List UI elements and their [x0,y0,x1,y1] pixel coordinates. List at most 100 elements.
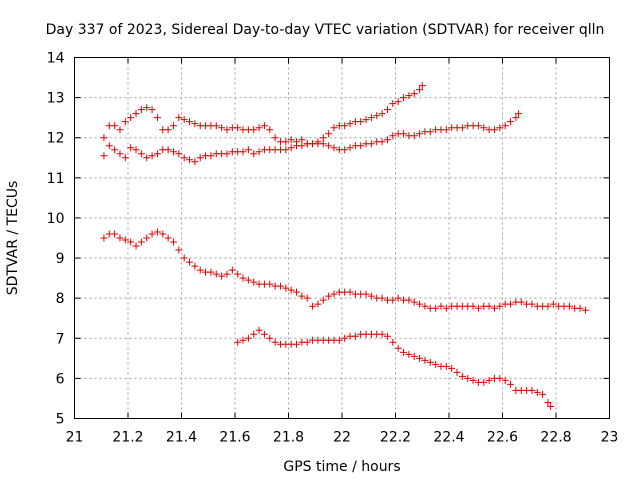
data-point [490,126,498,134]
data-point [191,120,199,128]
data-point [367,292,375,300]
data-point [212,122,220,130]
data-point [175,246,183,254]
y-tick-label: 14 [47,51,65,67]
x-tick-label: 23 [601,430,619,446]
series-track-mid [100,228,589,314]
data-point [378,110,386,118]
data-point [111,122,119,130]
data-point [319,296,327,304]
data-point [544,398,552,406]
data-point [341,334,349,342]
data-point [549,300,557,308]
x-tick-label: 21.2 [112,430,143,446]
data-point [405,350,413,358]
data-point [351,332,359,340]
data-point [389,338,397,346]
data-point [234,338,242,346]
data-point [244,334,252,342]
data-point [244,146,252,154]
data-point [250,126,258,134]
data-point [282,138,290,146]
data-point [105,142,113,150]
data-point [373,112,381,120]
data-point [474,304,482,312]
y-tick-label: 8 [56,291,65,307]
data-point [410,90,418,98]
data-point [239,274,247,282]
data-point [260,122,268,130]
data-point [490,304,498,312]
y-tick-label: 13 [47,91,65,107]
data-point [410,132,418,140]
data-point [389,100,397,108]
data-point [191,262,199,270]
data-point [314,300,322,308]
data-point [421,302,429,310]
data-point [512,114,520,122]
data-point [137,238,145,246]
data-point [266,126,274,134]
data-point [175,150,183,158]
data-point [132,146,140,154]
data-point [218,272,226,280]
series-track-upper-a [100,82,426,148]
data-point [464,374,472,382]
data-point [223,270,231,278]
data-point [196,154,204,162]
data-point [127,114,135,122]
data-point [223,126,231,134]
data-point [410,298,418,306]
data-point [153,150,161,158]
data-point [453,368,461,376]
data-point [485,376,493,384]
data-point [116,150,124,158]
data-point [282,146,290,154]
data-point [127,144,135,152]
data-point [298,136,306,144]
data-point [186,118,194,126]
data-point [250,150,258,158]
data-point [539,390,547,398]
data-point [250,330,258,338]
data-point [255,326,263,334]
data-point [298,142,306,150]
data-point [319,140,327,148]
data-point [260,330,268,338]
data-point [528,386,536,394]
data-point [410,352,418,360]
data-point [287,144,295,152]
data-point [496,374,504,382]
data-point [394,294,402,302]
data-points [100,82,589,410]
data-point [159,230,167,238]
data-point [186,258,194,266]
data-point [341,146,349,154]
data-point [121,118,129,126]
data-point [405,296,413,304]
data-point [100,234,108,242]
grid-lines [74,57,610,419]
data-point [164,234,172,242]
data-point [137,150,145,158]
data-point [458,372,466,380]
data-point [528,300,536,308]
data-point [448,364,456,372]
data-point [271,134,279,142]
data-point [148,106,156,114]
data-point [565,302,573,310]
data-point [169,238,177,246]
x-tick-label: 21.8 [273,430,304,446]
data-point [400,348,408,356]
data-point [346,144,354,152]
data-point [175,114,183,122]
y-tick-label: 5 [56,412,65,428]
data-point [416,354,424,362]
data-point [432,304,440,312]
x-tick-label: 21 [66,430,84,446]
data-point [164,126,172,134]
data-point [507,118,515,126]
data-point [319,134,327,142]
data-point [143,104,151,112]
